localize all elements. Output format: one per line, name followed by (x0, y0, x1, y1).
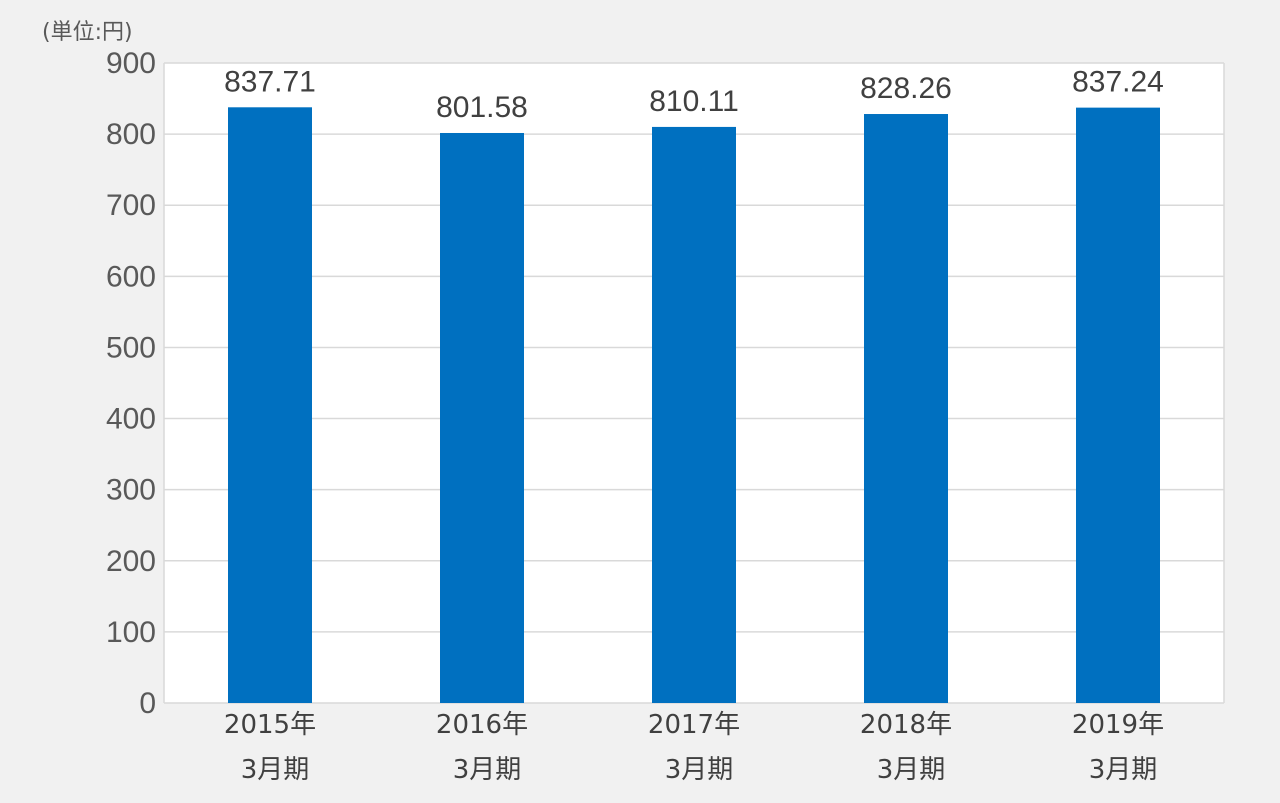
y-tick-label: 900 (106, 47, 156, 80)
y-tick-label: 200 (106, 545, 156, 578)
x-tick-label-year: 2015年 (224, 710, 316, 740)
x-tick-label-year: 2016年 (436, 710, 528, 740)
x-tick-label-period: 3月期 (877, 755, 946, 785)
data-label: 801.58 (436, 91, 528, 124)
bar (1076, 107, 1160, 703)
y-tick-label: 300 (106, 474, 156, 507)
x-tick-label-year: 2019年 (1072, 710, 1164, 740)
y-tick-label: 400 (106, 403, 156, 436)
y-tick-label: 500 (106, 331, 156, 364)
y-tick-label: 600 (106, 260, 156, 293)
x-tick-label-period: 3月期 (453, 755, 522, 785)
bar (864, 114, 948, 703)
x-tick-label-period: 3月期 (241, 755, 310, 785)
y-tick-label: 100 (106, 616, 156, 649)
data-label: 810.11 (649, 85, 739, 118)
unit-label: (単位:円) (42, 20, 133, 45)
data-label: 837.71 (224, 65, 316, 98)
y-tick-label: 700 (106, 189, 156, 222)
bar (440, 132, 524, 703)
data-label: 837.24 (1072, 66, 1164, 99)
y-tick-label: 800 (106, 118, 156, 151)
bar (228, 107, 312, 704)
x-tick-label-year: 2018年 (860, 710, 952, 740)
y-tick-label: 0 (139, 687, 156, 720)
data-label: 828.26 (860, 72, 952, 105)
x-tick-label-period: 3月期 (1089, 755, 1158, 785)
bar (652, 126, 736, 704)
x-tick-label-period: 3月期 (665, 755, 734, 785)
x-tick-label-year: 2017年 (648, 710, 740, 740)
